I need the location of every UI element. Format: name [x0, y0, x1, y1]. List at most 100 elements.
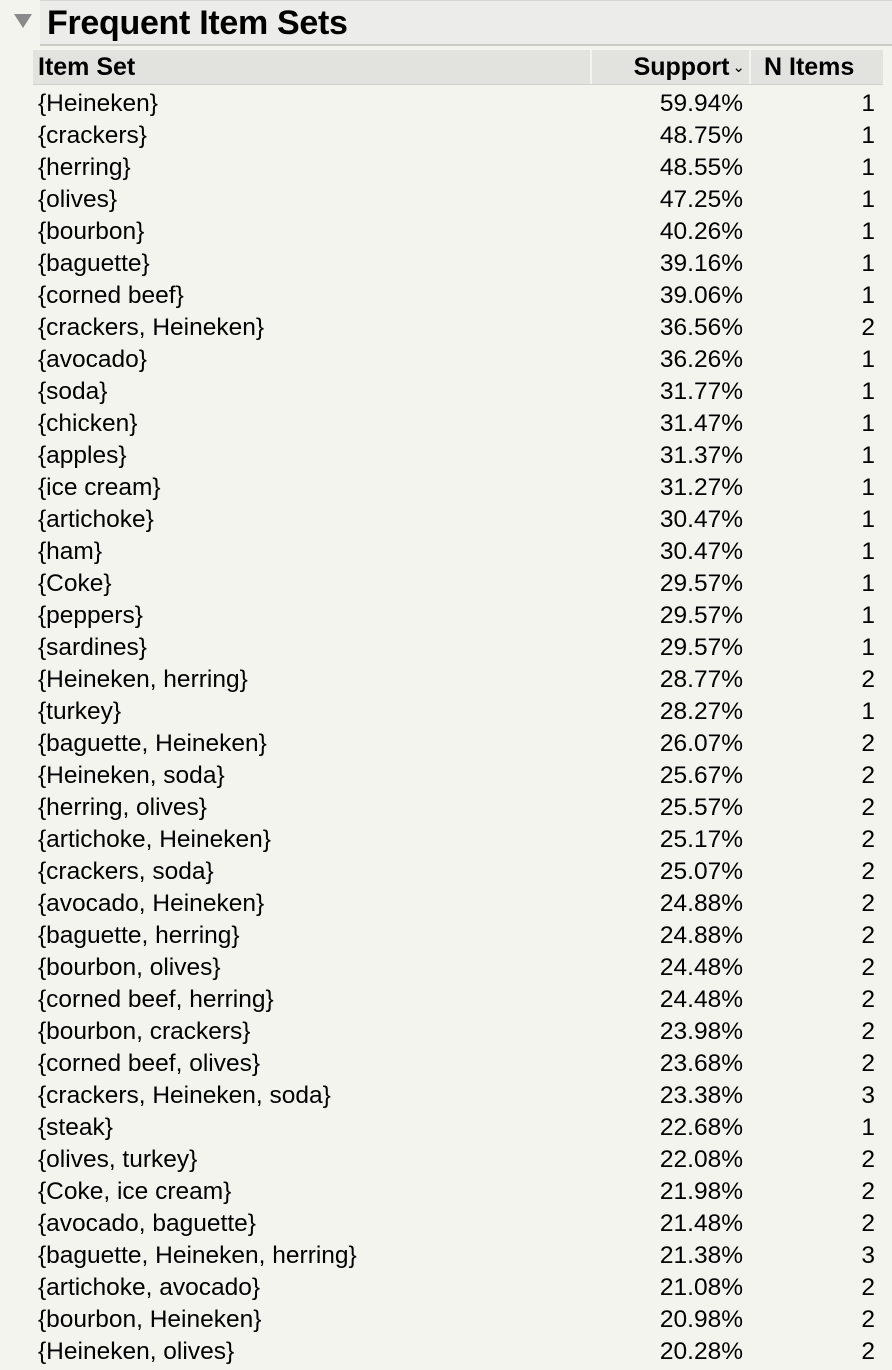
table-row[interactable]: {avocado, Heineken} 24.88% 2 — [33, 888, 883, 920]
cell-item-set: {bourbon, olives} — [38, 954, 221, 981]
table-row[interactable]: {baguette, Heineken} 26.07% 2 — [33, 728, 883, 760]
table-row[interactable]: {Heineken, herring} 28.77% 2 — [33, 664, 883, 696]
cell-n-items: 1 — [861, 442, 875, 469]
cell-item-set: {corned beef, olives} — [38, 1050, 261, 1077]
cell-item-set: {herring} — [38, 154, 131, 181]
report-title: Frequent Item Sets — [47, 4, 348, 42]
cell-n-items: 1 — [861, 570, 875, 597]
cell-item-set: {Coke} — [38, 570, 112, 597]
column-header-item-set-label: Item Set — [38, 53, 136, 81]
table-row[interactable]: {ice cream} 31.27% 1 — [33, 472, 883, 504]
cell-n-items: 1 — [861, 90, 875, 117]
cell-n-items: 1 — [861, 250, 875, 277]
table-row[interactable]: {sardines} 29.57% 1 — [33, 632, 883, 664]
cell-n-items: 2 — [861, 1050, 875, 1077]
report-title-bar[interactable]: Frequent Item Sets — [40, 0, 892, 46]
table-row[interactable]: {artichoke, Heineken} 25.17% 2 — [33, 824, 883, 856]
table-row[interactable]: {crackers, soda} 25.07% 2 — [33, 856, 883, 888]
cell-item-set: {peppers} — [38, 602, 143, 629]
cell-support: 36.26% — [659, 346, 743, 373]
cell-support: 39.06% — [659, 282, 743, 309]
table-row[interactable]: {ham} 30.47% 1 — [33, 536, 883, 568]
chevron-down-icon: ⌄ — [732, 59, 745, 76]
table-row[interactable]: {chicken} 31.47% 1 — [33, 408, 883, 440]
table-row[interactable]: {corned beef} 39.06% 1 — [33, 280, 883, 312]
table-row[interactable]: {apples} 31.37% 1 — [33, 440, 883, 472]
cell-support: 31.47% — [659, 410, 743, 437]
cell-support: 28.77% — [659, 666, 743, 693]
cell-support: 29.57% — [659, 602, 743, 629]
table-row[interactable]: {olives} 47.25% 1 — [33, 184, 883, 216]
cell-n-items: 2 — [861, 1338, 875, 1365]
table-row[interactable]: {baguette, herring} 24.88% 2 — [33, 920, 883, 952]
column-header-item-set[interactable]: Item Set — [33, 50, 592, 84]
table-row[interactable]: {baguette, Heineken, herring} 21.38% 3 — [33, 1240, 883, 1272]
cell-item-set: {ham} — [38, 538, 103, 565]
cell-support: 24.48% — [659, 986, 743, 1013]
table-row[interactable]: {baguette} 39.16% 1 — [33, 248, 883, 280]
cell-item-set: {Heineken, olives} — [38, 1338, 235, 1365]
table-row[interactable]: {herring} 48.55% 1 — [33, 152, 883, 184]
table-row[interactable]: {bourbon} 40.26% 1 — [33, 216, 883, 248]
table-row[interactable]: {Heineken} 59.94% 1 — [33, 88, 883, 120]
table-row[interactable]: {corned beef, herring} 24.48% 2 — [33, 984, 883, 1016]
cell-item-set: {turkey} — [38, 698, 122, 725]
table-row[interactable]: {soda} 31.77% 1 — [33, 376, 883, 408]
cell-support: 31.77% — [659, 378, 743, 405]
table-row[interactable]: {Coke, ice cream} 21.98% 2 — [33, 1176, 883, 1208]
cell-item-set: {artichoke, avocado} — [38, 1274, 261, 1301]
cell-support: 21.98% — [659, 1178, 743, 1205]
table-body: {Heineken} 59.94% 1 {crackers} 48.75% 1 {herri… — [33, 88, 883, 1368]
cell-n-items: 2 — [861, 954, 875, 981]
table-row[interactable]: {olives, turkey} 22.08% 2 — [33, 1144, 883, 1176]
cell-support: 23.68% — [659, 1050, 743, 1077]
table-row[interactable]: {crackers} 48.75% 1 — [33, 120, 883, 152]
cell-support: 48.55% — [659, 154, 743, 181]
cell-item-set: {steak} — [38, 1114, 113, 1141]
table-row[interactable]: {avocado, baguette} 21.48% 2 — [33, 1208, 883, 1240]
table-row[interactable]: {crackers, Heineken, soda} 23.38% 3 — [33, 1080, 883, 1112]
cell-n-items: 2 — [861, 1306, 875, 1333]
cell-support: 24.48% — [659, 954, 743, 981]
cell-support: 48.75% — [659, 122, 743, 149]
table-row[interactable]: {bourbon, Heineken} 20.98% 2 — [33, 1304, 883, 1336]
table-row[interactable]: {corned beef, olives} 23.68% 2 — [33, 1048, 883, 1080]
cell-support: 21.48% — [659, 1210, 743, 1237]
table-row[interactable]: {Heineken, soda} 25.67% 2 — [33, 760, 883, 792]
table-row[interactable]: {bourbon, crackers} 23.98% 2 — [33, 1016, 883, 1048]
cell-item-set: {soda} — [38, 378, 108, 405]
cell-n-items: 2 — [861, 1018, 875, 1045]
table-row[interactable]: {avocado} 36.26% 1 — [33, 344, 883, 376]
cell-item-set: {artichoke, Heineken} — [38, 826, 271, 853]
cell-n-items: 1 — [861, 634, 875, 661]
cell-item-set: {crackers, soda} — [38, 858, 214, 885]
disclosure-triangle-icon[interactable] — [14, 14, 32, 28]
cell-support: 22.68% — [659, 1114, 743, 1141]
cell-n-items: 1 — [861, 698, 875, 725]
cell-n-items: 1 — [861, 506, 875, 533]
table-row[interactable]: {bourbon, olives} 24.48% 2 — [33, 952, 883, 984]
cell-item-set: {Coke, ice cream} — [38, 1178, 232, 1205]
table-row[interactable]: {steak} 22.68% 1 — [33, 1112, 883, 1144]
cell-n-items: 2 — [861, 1178, 875, 1205]
cell-support: 21.38% — [659, 1242, 743, 1269]
column-header-n-items[interactable]: N Items — [751, 50, 883, 84]
table-row[interactable]: {artichoke} 30.47% 1 — [33, 504, 883, 536]
table-row[interactable]: {crackers, Heineken} 36.56% 2 — [33, 312, 883, 344]
cell-n-items: 1 — [861, 538, 875, 565]
cell-n-items: 1 — [861, 154, 875, 181]
table-row[interactable]: {Coke} 29.57% 1 — [33, 568, 883, 600]
report-outline-header: Frequent Item Sets — [0, 0, 892, 48]
table-row[interactable]: {peppers} 29.57% 1 — [33, 600, 883, 632]
cell-support: 39.16% — [659, 250, 743, 277]
cell-n-items: 1 — [861, 474, 875, 501]
cell-n-items: 2 — [861, 1210, 875, 1237]
column-header-support[interactable]: Support ⌄ — [592, 50, 751, 84]
table-row[interactable]: {Heineken, olives} 20.28% 2 — [33, 1336, 883, 1368]
table-row[interactable]: {turkey} 28.27% 1 — [33, 696, 883, 728]
table-row[interactable]: {artichoke, avocado} 21.08% 2 — [33, 1272, 883, 1304]
table-row[interactable]: {herring, olives} 25.57% 2 — [33, 792, 883, 824]
cell-support: 24.88% — [659, 890, 743, 917]
cell-n-items: 1 — [861, 1114, 875, 1141]
cell-n-items: 2 — [861, 314, 875, 341]
